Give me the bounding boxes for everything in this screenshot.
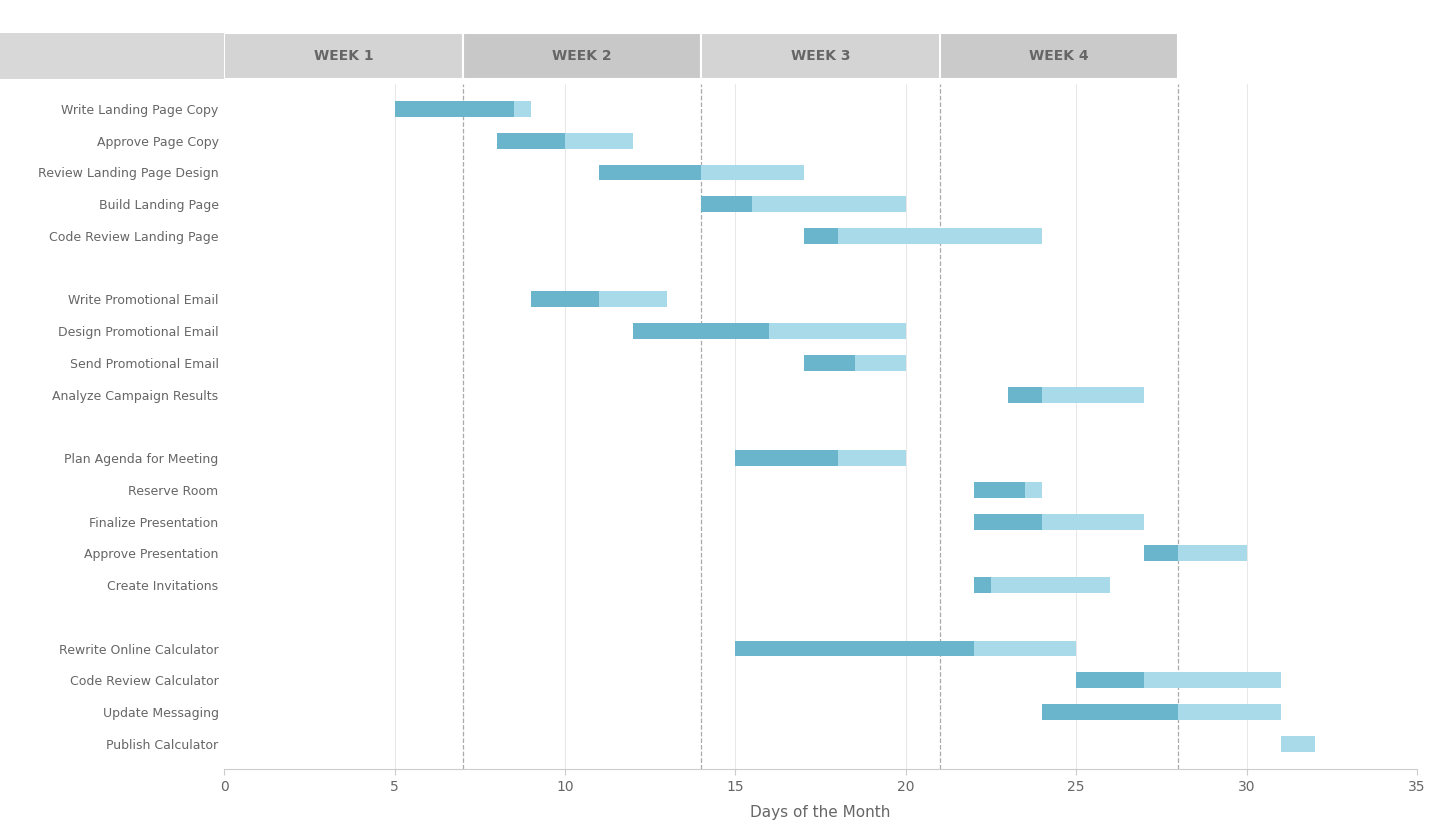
Bar bbox=[975, 513, 1144, 529]
Bar bbox=[975, 577, 1111, 593]
X-axis label: Days of the Month: Days of the Month bbox=[750, 804, 891, 819]
Bar bbox=[804, 228, 1043, 244]
Bar bbox=[1043, 704, 1281, 720]
Bar bbox=[804, 355, 905, 371]
Bar bbox=[975, 577, 991, 593]
Bar bbox=[395, 101, 513, 117]
Bar bbox=[736, 450, 837, 466]
Bar bbox=[395, 101, 531, 117]
Text: WEEK 1: WEEK 1 bbox=[314, 49, 373, 64]
Bar bbox=[804, 355, 855, 371]
Bar bbox=[1144, 545, 1246, 561]
Text: WEEK 3: WEEK 3 bbox=[791, 49, 850, 64]
Bar bbox=[497, 133, 633, 149]
Bar bbox=[1043, 704, 1178, 720]
Bar bbox=[975, 482, 1025, 497]
Bar bbox=[633, 324, 905, 339]
Bar bbox=[736, 640, 1076, 656]
Bar bbox=[599, 165, 804, 181]
Text: WEEK 4: WEEK 4 bbox=[1030, 49, 1089, 64]
Bar bbox=[975, 482, 1043, 497]
Bar bbox=[633, 324, 769, 339]
Bar bbox=[736, 450, 905, 466]
Bar bbox=[1076, 672, 1144, 688]
Bar bbox=[531, 292, 667, 308]
Bar bbox=[736, 640, 975, 656]
Bar bbox=[1144, 545, 1178, 561]
Bar bbox=[599, 165, 701, 181]
Bar bbox=[804, 228, 837, 244]
Bar bbox=[1281, 736, 1314, 752]
Bar bbox=[975, 513, 1043, 529]
Bar bbox=[1076, 672, 1281, 688]
Bar bbox=[497, 133, 565, 149]
Bar bbox=[1008, 387, 1144, 403]
Text: WEEK 2: WEEK 2 bbox=[552, 49, 612, 64]
Bar bbox=[701, 196, 752, 212]
Bar bbox=[531, 292, 599, 308]
Bar bbox=[1008, 387, 1043, 403]
Bar bbox=[701, 196, 905, 212]
